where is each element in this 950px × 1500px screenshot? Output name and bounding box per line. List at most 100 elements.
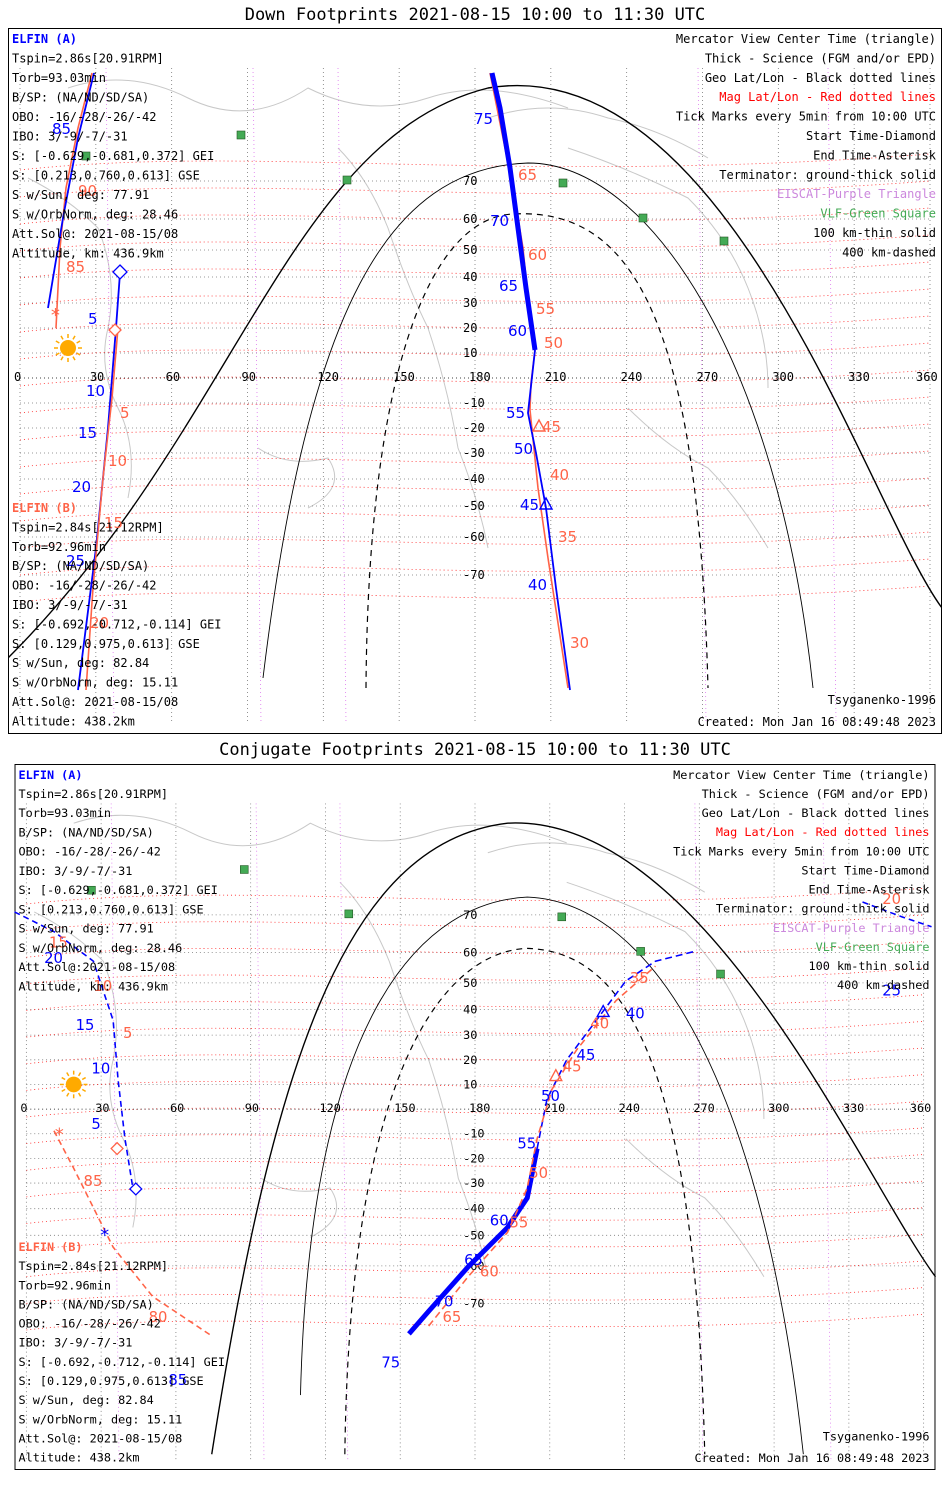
lat-tick-label: -60 <box>463 530 485 544</box>
elfin-a-tick-label: 55 <box>517 1136 536 1153</box>
elfin-a-tick-label: 85 <box>52 120 71 138</box>
elfin-b-info-line: Tspin=2.84s[21.12RPM] <box>18 1259 168 1273</box>
vlf-square <box>81 151 91 161</box>
coastline-segment <box>257 447 336 509</box>
lon-tick-label: 90 <box>245 1101 259 1115</box>
legend-entry: Mercator View Center Time (triangle) <box>673 768 929 782</box>
lon-tick-label: 180 <box>469 370 491 384</box>
lat-tick-label: 50 <box>463 976 477 990</box>
lon-tick-label: 180 <box>469 1101 490 1115</box>
footprint-400km <box>365 213 709 689</box>
start-diamond-a <box>112 264 128 280</box>
elfin-a-tick-label: 15 <box>78 424 97 442</box>
coastline-segment <box>567 147 769 389</box>
elfin-b-info-line: S w/Sun, deg: 82.84 <box>12 656 149 670</box>
lat-tick-label: 40 <box>463 1002 477 1016</box>
elfin-b-header: ELFIN (B) <box>18 1240 82 1254</box>
legend-entry: EISCAT-Purple Triangle <box>777 187 936 201</box>
vlf-square <box>557 912 567 922</box>
lon-tick-label: 120 <box>320 1101 341 1115</box>
elfin-b-tick-label: 15 <box>49 934 68 951</box>
elfin-b-tick-label: 65 <box>518 166 537 184</box>
elfin-a-tick-label: 50 <box>541 1088 560 1105</box>
start-diamond-a <box>128 1182 143 1196</box>
elfin-a-tick-label: 20 <box>72 478 91 496</box>
elfin-a-track-west <box>14 911 134 1189</box>
terminator-ground <box>8 84 942 659</box>
elfin-a-info-line: Altitude, km: 436.9km <box>12 247 164 261</box>
elfin-b-info-line: IBO: 3/-9/-7/-31 <box>18 1336 132 1350</box>
legend-entry: EISCAT-Purple Triangle <box>773 921 930 935</box>
lat-tick-label: 30 <box>463 296 477 310</box>
lat-tick-label: -20 <box>463 1151 484 1165</box>
elfin-a-tick-label: 65 <box>499 277 518 295</box>
lat-tick-label: 60 <box>463 945 477 959</box>
sun-disc <box>65 1076 82 1093</box>
coastline-segment <box>487 107 709 159</box>
elfin-b-tick-label: 55 <box>510 1214 529 1231</box>
elfin-a-track-west <box>47 72 95 309</box>
legend-entry: Mag Lat/Lon - Red dotted lines <box>719 90 936 104</box>
elfin-a-info-line: B/SP: (NA/ND/SD/SA) <box>18 825 153 839</box>
elfin-b-info-line: Torb=92.96min <box>12 540 106 554</box>
vlf-square <box>558 178 568 188</box>
legend-entry: Geo Lat/Lon - Black dotted lines <box>702 806 930 820</box>
lon-tick-label: 300 <box>768 1101 789 1115</box>
lon-tick-label: 150 <box>393 370 415 384</box>
sun-ray <box>76 352 81 356</box>
elfin-b-tick-label: 45 <box>563 1059 582 1076</box>
lat-tick-label: 70 <box>463 908 477 922</box>
mag-lon-line <box>252 67 262 725</box>
center-triangle-a <box>538 496 554 510</box>
info-layer: ELFIN (A) Tspin=2.86s[20.91RPM] Torb=93.03… <box>12 32 937 729</box>
lat-tick-label: 10 <box>463 346 477 360</box>
elfin-a-header: ELFIN (A) <box>12 32 77 46</box>
elfin-b-info-line: Torb=92.96min <box>18 1278 111 1292</box>
elfin-a-header: ELFIN (A) <box>18 768 82 782</box>
elfin-b-tick-label: 60 <box>480 1264 499 1281</box>
sun-ray <box>81 1076 87 1081</box>
elfin-b-info-line: S w/Sun, deg: 82.84 <box>18 1393 153 1407</box>
sun-ray <box>60 356 64 361</box>
elfin-b-info-line: Att.Sol@: 2021-08-15/08 <box>12 695 178 709</box>
vlf-square <box>719 236 729 246</box>
elfin-a-tick-label: 65 <box>464 1252 483 1269</box>
legend-entry: Tick Marks every 5min from 10:00 UTC <box>673 844 929 858</box>
elfin-a-tick-label: 40 <box>626 1005 645 1022</box>
elfin-a-tick-label: 15 <box>76 1017 95 1034</box>
elfin-b-tick-label: 5 <box>123 1025 132 1042</box>
sun-disc <box>60 340 76 356</box>
terminator-ground <box>211 822 937 1455</box>
elfin-a-info-line: S: [-0.629,-0.681,0.372] GEI <box>18 883 217 897</box>
elfin-b-tick-label: 50 <box>529 1165 548 1182</box>
elfin-a-info-line: OBO: -16/-28/-26/-42 <box>12 110 157 124</box>
elfin-b-tick-label: 80 <box>149 1309 168 1326</box>
lon-tick-label: 60 <box>166 370 180 384</box>
elfin-b-tick-label: 65 <box>442 1309 461 1326</box>
lon-tick-label: 210 <box>544 1101 565 1115</box>
lon-tick-label: 300 <box>772 370 794 384</box>
elfin-b-tick-label: 30 <box>570 634 589 652</box>
center-triangle-b <box>531 418 547 432</box>
legend-entry: VLF-Green Square <box>820 207 936 221</box>
vlf-square <box>236 130 246 140</box>
elfin-a-tick-label: 50 <box>514 440 533 458</box>
elfin-a-tick-label: 25 <box>66 552 85 570</box>
elfin-a-tick-label: 45 <box>520 496 539 514</box>
elfin-a-info-line: S w/Sun, deg: 77.91 <box>18 922 153 936</box>
created-timestamp: Created: Mon Jan 16 08:49:48 2023 <box>698 715 936 729</box>
elfin-b-tick-label: 85 <box>84 1173 103 1190</box>
elfin-b-info-line: B/SP: (NA/ND/SD/SA) <box>12 559 149 573</box>
lon-tick-label: 270 <box>697 370 719 384</box>
lat-tick-label: -40 <box>463 1202 484 1216</box>
lat-tick-label: -50 <box>463 499 485 513</box>
sun-icon <box>54 334 82 362</box>
trajectories: **75706560555045402520151058565605550454… <box>14 891 932 1389</box>
sun-icon <box>59 1070 88 1099</box>
elfin-b-info-line: S: [0.129,0.975,0.613] GSE <box>18 1374 203 1388</box>
end-asterisk-b: * <box>50 305 61 326</box>
vlf-square <box>240 865 249 874</box>
elfin-b-track-west <box>55 72 93 329</box>
lon-tick-label: 360 <box>916 370 938 384</box>
legend-entry: Tick Marks every 5min from 10:00 UTC <box>676 110 936 124</box>
